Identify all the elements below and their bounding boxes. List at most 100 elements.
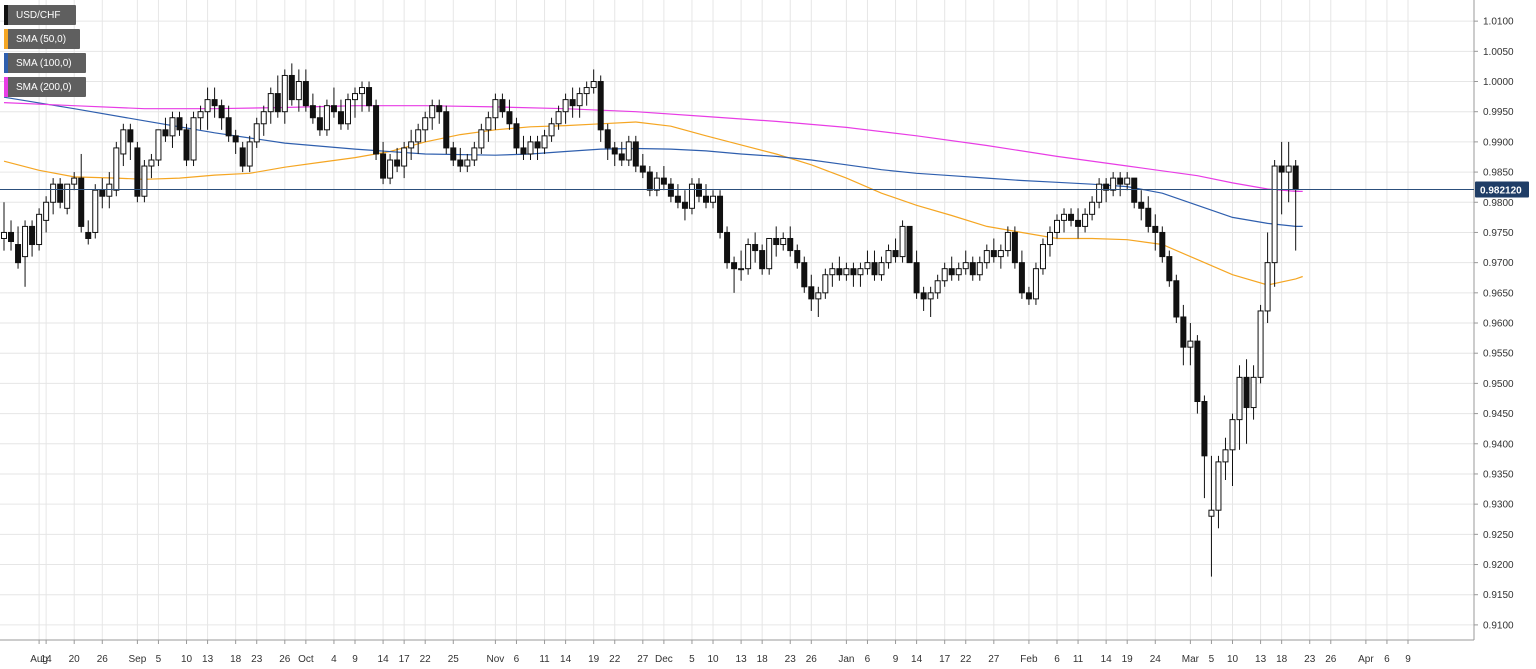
- x-tick-label: 17: [939, 654, 951, 665]
- candle: [127, 123, 134, 160]
- candle-body-bear: [302, 81, 309, 107]
- candle-body-bear: [948, 268, 955, 276]
- candle: [8, 220, 15, 251]
- candle-body-bull: [878, 262, 885, 276]
- candle-body-bull: [50, 183, 57, 203]
- candle-body-bull: [478, 129, 485, 149]
- y-tick-label: 0.9400: [1483, 439, 1514, 450]
- candle: [36, 208, 43, 251]
- y-axis-ticks: 1.0100 1.0050 1.0000 0.9950 0.9900 0.9850 0.98…: [1474, 17, 1514, 631]
- candle: [274, 75, 281, 118]
- candle: [99, 178, 106, 209]
- candle: [176, 111, 183, 136]
- x-tick-label: 20: [69, 654, 81, 665]
- legend-item-sma200[interactable]: SMA (200,0): [4, 77, 86, 97]
- candle: [576, 87, 583, 118]
- candle: [653, 172, 660, 197]
- candle-body-bull: [815, 292, 822, 300]
- candle: [1117, 172, 1124, 197]
- candle: [829, 262, 836, 287]
- candle-body-bear: [639, 165, 646, 173]
- legend-item-usdchf[interactable]: USD/CHF: [4, 5, 76, 25]
- candle: [1229, 413, 1236, 487]
- candle-body-bear: [969, 262, 976, 276]
- candle: [808, 274, 815, 311]
- candle: [555, 105, 562, 130]
- candle-body-bull: [1229, 419, 1236, 451]
- candle-body-bear: [457, 159, 464, 167]
- candle: [766, 237, 773, 275]
- candle-body-bear: [773, 237, 780, 246]
- candle: [246, 135, 253, 173]
- candle-body-bull: [359, 87, 366, 95]
- candle-body-bull: [899, 225, 906, 258]
- legend-swatch-sma50: [4, 29, 8, 49]
- candle: [1194, 335, 1201, 414]
- candle: [1018, 250, 1025, 299]
- sma-100-line: [3, 96, 1303, 227]
- candle-body-bear: [1145, 207, 1152, 227]
- candle: [22, 220, 29, 287]
- x-tick-label: 24: [1150, 654, 1162, 665]
- candle-body-bear: [604, 129, 611, 149]
- candle-body-bull: [829, 268, 836, 276]
- candle: [113, 141, 120, 197]
- x-tick-label: 14: [911, 654, 923, 665]
- y-tick-label: 0.9300: [1483, 500, 1514, 511]
- candle-body-bull: [197, 111, 204, 119]
- x-tick-label: 18: [230, 654, 242, 665]
- candle: [485, 111, 492, 142]
- candle-body-bear: [274, 93, 281, 113]
- candle-body-bull: [1032, 268, 1039, 300]
- candle-body-bear: [597, 81, 604, 131]
- x-tick-label: 5: [156, 654, 162, 665]
- sma-200-line: [3, 102, 1303, 192]
- candle: [1236, 365, 1243, 450]
- candle: [695, 178, 702, 203]
- candle: [955, 262, 962, 281]
- candle: [717, 190, 724, 239]
- legend-swatch-sma100: [4, 53, 8, 73]
- candle-body-bear: [759, 250, 766, 270]
- candle: [724, 226, 731, 269]
- candle: [211, 87, 218, 118]
- candle-body-bull: [408, 141, 415, 149]
- candle: [478, 123, 485, 154]
- candle: [745, 238, 752, 275]
- legend-item-sma50[interactable]: SMA (50,0): [4, 29, 80, 49]
- candle: [1222, 437, 1229, 480]
- candle: [541, 129, 548, 154]
- x-tick-label: 17: [399, 654, 411, 665]
- candle: [590, 69, 597, 94]
- candle-body-bear: [162, 129, 169, 137]
- current-price-label: 0.982120: [1480, 185, 1522, 196]
- candle-body-bull: [1264, 262, 1271, 312]
- candle: [1011, 226, 1018, 269]
- candle-body-bear: [695, 183, 702, 197]
- candle-body-bull: [36, 213, 43, 246]
- candle-body-bear: [29, 225, 36, 246]
- candle: [15, 226, 22, 269]
- x-tick-label: 14: [378, 654, 390, 665]
- legend-item-sma100[interactable]: SMA (100,0): [4, 53, 86, 73]
- candle-body-bear: [1068, 213, 1075, 221]
- y-tick-label: 0.9900: [1483, 137, 1514, 148]
- candle: [422, 111, 429, 142]
- candle: [190, 111, 197, 167]
- candle: [562, 93, 569, 124]
- candle: [1039, 238, 1046, 275]
- x-tick-label: 10: [707, 654, 719, 665]
- candle: [997, 244, 1004, 269]
- candle-body-bear: [288, 74, 295, 101]
- candle: [1025, 286, 1032, 305]
- candle-body-bull: [323, 105, 330, 131]
- candle-body-bear: [1292, 165, 1299, 191]
- candle: [1046, 226, 1053, 257]
- candle-body-bear: [1018, 262, 1025, 294]
- candle-body-bear: [1159, 231, 1166, 258]
- candle-body-bull: [857, 268, 864, 276]
- y-tick-label: 0.9250: [1483, 530, 1514, 541]
- x-tick-label: 26: [97, 654, 109, 665]
